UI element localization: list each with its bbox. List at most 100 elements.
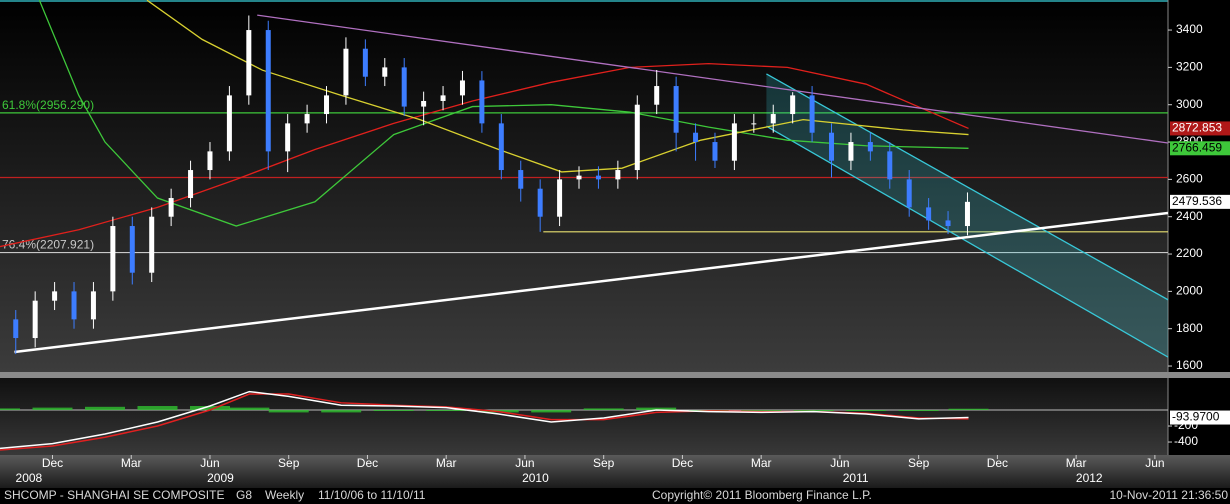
footer-timestamp: 10-Nov-2011 21:36:50 [1109,488,1228,502]
macd-histogram-bar [741,410,782,412]
candle-body [52,291,58,301]
y-tick-label: 3200 [1176,60,1203,74]
x-tick-label: Dec [987,456,1008,470]
candle-body [770,114,776,124]
candle-body [149,216,155,273]
macd-histogram-bar [793,410,834,412]
macd-histogram-bar [32,407,73,411]
x-tick-label: Dec [357,456,378,470]
candle-body [324,95,330,115]
candle-body [654,86,660,105]
candle-body [13,319,19,339]
candle-body [887,151,893,180]
x-tick-label: Jun [830,456,849,470]
level-label: 76.4%(2207.921) [2,238,94,252]
footer-strip [0,488,1230,504]
candle-body [246,30,252,96]
candle-body [906,179,912,208]
main-panel [0,0,1168,372]
footer-range: 11/10/06 to 11/10/11 [318,488,426,502]
candle-body [790,95,796,115]
macd-histogram-bar [846,410,887,412]
macd-histogram-bar [636,407,677,411]
line-series [38,0,969,227]
candle-body [731,123,737,161]
candle-body [557,179,563,217]
candle-body [926,207,932,221]
x-tick-label: Mar [1066,456,1087,470]
footer-period: G8 [236,488,252,502]
x-tick-label: Sep [278,456,300,470]
y-tick-label: 2200 [1176,246,1203,260]
candle-body [362,48,368,77]
macd-histogram-bar [189,406,230,411]
y-tick-label: 1600 [1176,358,1203,372]
candle-body [945,220,951,227]
y-tick-label: 2400 [1176,209,1203,223]
candle-body [168,198,174,217]
candle-body [110,226,116,292]
candle-body [129,226,135,273]
candle-body [401,67,407,107]
candle-body [867,142,873,152]
panel-separator [0,372,1230,378]
macd-histogram-bar [84,406,125,411]
macd-histogram-bar [531,410,572,413]
macd-histogram-bar [268,410,309,413]
macd-histogram-bar [0,408,20,411]
year-label: 2010 [522,471,549,485]
candle-body [518,170,524,189]
macd-panel [0,378,1168,455]
candle-body [188,170,194,199]
macd-histogram-bar [426,410,467,412]
candle-body [751,123,757,125]
x-tick-label: Sep [593,456,615,470]
candle-body [634,104,640,171]
year-label: 2011 [843,471,869,485]
footer: SHCOMP - SHANGHAI SE COMPOSITE G8 Weekly… [4,488,1228,502]
x-tick-label: Mar [751,456,772,470]
channel-line [766,73,1168,301]
macd-plot [0,390,1168,451]
last-value-box [1170,141,1230,156]
x-tick-label: Dec [672,456,693,470]
main-plot: 61.8%(2956.290) 76.4%(2207.921) [0,0,1168,358]
last-close-box [1170,194,1230,209]
line-series [257,14,1168,144]
level-label: 61.8%(2956.290) [2,98,94,112]
axes: 1600180020002200240026002800300032003400… [16,22,1230,485]
last-value-box [1170,121,1230,136]
macd-histogram-bar [583,408,624,411]
candle-body [71,291,77,320]
channel-line [766,125,1168,358]
candle-body [829,132,835,161]
candle-body [382,67,388,77]
candle-body [673,86,679,133]
year-label: 2009 [207,471,234,485]
candle-body [615,170,621,180]
candle-body [265,30,271,152]
footer-copyright: Copyright© 2011 Bloomberg Finance L.P. [652,488,872,502]
y-tick-label: 2000 [1176,284,1203,298]
line-series [146,0,969,173]
macd-histogram-bar [373,410,414,412]
x-tick-label: Mar [436,456,457,470]
y-tick-label: 1800 [1176,321,1203,335]
macd-histogram-bar [898,410,939,412]
macd-last-box [1170,410,1230,425]
candle-body [712,142,718,161]
last-value: 2766.459 [1172,140,1222,154]
candle-body [285,123,291,152]
candle-body [459,80,465,96]
candle-body [32,300,38,339]
x-tick-label: Dec [42,456,63,470]
candle-body [498,123,504,171]
x-tick-label: Jun [1145,456,1164,470]
macd-histogram-bar [948,408,989,411]
candle-body [440,95,446,101]
candle-body [809,95,815,133]
candle-body [848,142,854,161]
year-label: 2008 [16,471,43,485]
candle-body [90,291,96,320]
